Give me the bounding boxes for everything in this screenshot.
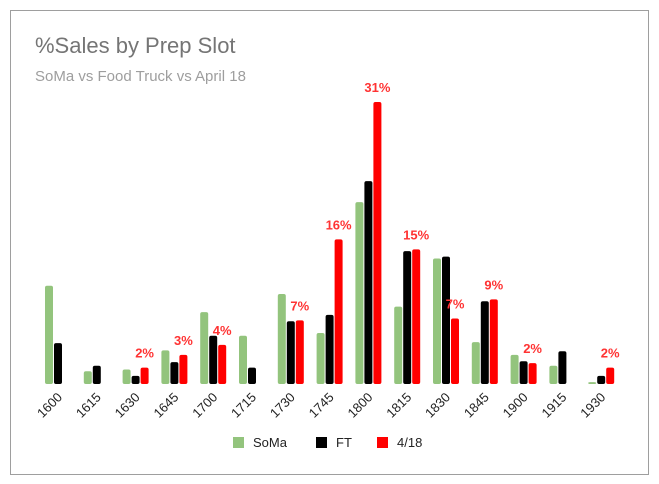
x-tick-label-1830: 1830 [422, 390, 453, 421]
bar-FT-1615 [92, 365, 101, 384]
x-tick-label-1715: 1715 [228, 390, 259, 421]
bar-418-1630 [140, 367, 149, 384]
bar-418-1745 [334, 239, 343, 384]
legend-label-FT: FT [336, 435, 352, 450]
data-label-1730: 7% [290, 298, 309, 313]
data-label-1700: 4% [213, 323, 232, 338]
x-tick-label-1600: 1600 [34, 390, 65, 421]
bar-FT-1745 [325, 314, 334, 384]
x-tick-label-1730: 1730 [267, 390, 298, 421]
bar-SoMa-1700 [200, 312, 209, 384]
bar-418-1645 [179, 354, 188, 384]
bar-418-1815 [412, 249, 421, 384]
data-label-1645: 3% [174, 333, 193, 348]
bar-FT-1845 [480, 301, 489, 384]
bar-SoMa-1800 [355, 202, 364, 384]
bar-FT-1700 [209, 335, 218, 384]
data-label-1830: 7% [446, 297, 465, 312]
chart-frame [10, 10, 649, 475]
x-tick-label-1615: 1615 [73, 390, 104, 421]
x-tick-label-1815: 1815 [383, 390, 414, 421]
bar-SoMa-1915 [549, 365, 558, 384]
bar-SoMa-1745 [316, 333, 325, 384]
x-tick-label-1630: 1630 [112, 390, 143, 421]
x-tick-label-1645: 1645 [150, 390, 181, 421]
bar-418-1830 [451, 318, 459, 384]
x-tick-label-1845: 1845 [461, 390, 492, 421]
data-label-1930: 2% [601, 346, 620, 361]
data-label-1900: 2% [523, 341, 542, 356]
bar-FT-1815 [403, 251, 412, 384]
legend-swatch-FT [316, 437, 327, 448]
bar-SoMa-1845 [471, 342, 480, 384]
bar-FT-1830 [442, 256, 450, 384]
bar-418-1700 [218, 344, 227, 384]
legend-swatch-SoMa [233, 437, 244, 448]
bar-FT-1930 [597, 375, 606, 384]
bar-FT-1800 [364, 181, 373, 384]
bar-SoMa-1930 [588, 382, 597, 384]
bar-SoMa-1645 [161, 350, 170, 384]
bar-FT-1900 [519, 361, 528, 384]
x-tick-label-1700: 1700 [189, 390, 220, 421]
bar-SoMa-1730 [277, 293, 286, 384]
bar-SoMa-1830 [433, 258, 441, 384]
bar-FT-1730 [286, 321, 295, 384]
data-label-1800: 31% [364, 80, 390, 95]
chart-title: %Sales by Prep Slot [35, 33, 236, 58]
data-label-1815: 15% [403, 227, 429, 242]
bar-418-1730 [295, 320, 304, 384]
legend-label-418: 4/18 [397, 435, 422, 450]
x-tick-label-1915: 1915 [538, 390, 569, 421]
bar-FT-1600 [54, 343, 62, 384]
bar-SoMa-1900 [510, 354, 519, 384]
bar-FT-1645 [170, 362, 179, 384]
chart-subtitle: SoMa vs Food Truck vs April 18 [35, 68, 246, 85]
x-tick-label-1930: 1930 [577, 390, 608, 421]
bar-SoMa-1630 [122, 369, 131, 384]
bar-418-1900 [528, 363, 537, 384]
bar-SoMa-1815 [394, 306, 403, 384]
bar-SoMa-1600 [45, 285, 53, 384]
bar-418-1800 [373, 102, 382, 384]
bar-418-1930 [606, 367, 615, 384]
x-tick-label-1745: 1745 [306, 390, 337, 421]
bar-418-1845 [489, 299, 498, 384]
bar-FT-1715 [248, 367, 256, 384]
bar-SoMa-1715 [239, 335, 247, 384]
data-label-1745: 16% [326, 217, 352, 232]
x-tick-label-1900: 1900 [500, 390, 531, 421]
data-label-1630: 2% [135, 346, 154, 361]
legend-label-SoMa: SoMa [253, 435, 288, 450]
legend-swatch-418 [377, 437, 388, 448]
data-label-1845: 9% [484, 277, 503, 292]
bar-FT-1630 [131, 375, 140, 384]
x-tick-label-1800: 1800 [344, 390, 375, 421]
bar-FT-1915 [558, 351, 567, 384]
bar-SoMa-1615 [83, 371, 92, 384]
